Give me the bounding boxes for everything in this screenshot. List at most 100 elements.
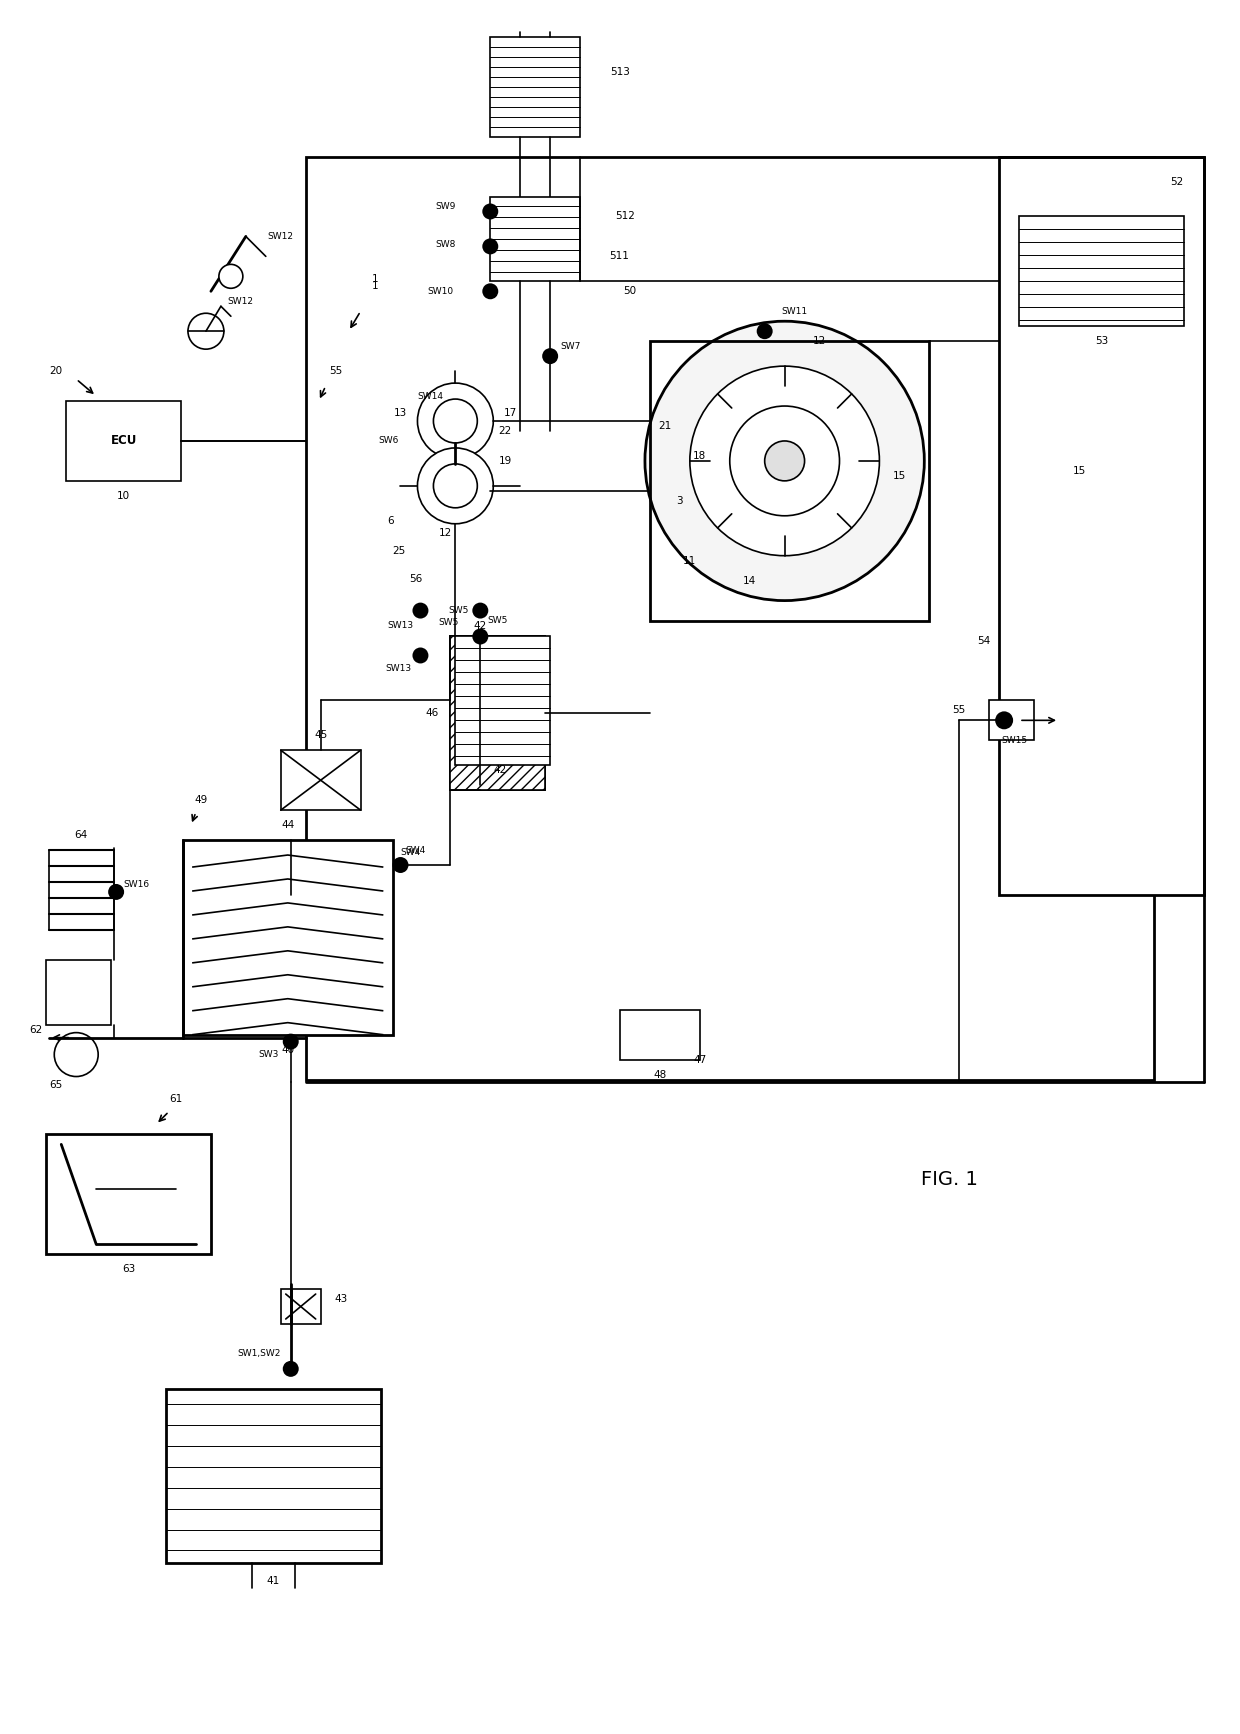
Text: 25: 25 xyxy=(392,546,405,555)
Text: 53: 53 xyxy=(1095,336,1109,347)
Text: SW3: SW3 xyxy=(259,1051,279,1059)
Text: 22: 22 xyxy=(498,427,512,435)
Text: 14: 14 xyxy=(743,576,756,586)
Text: 55: 55 xyxy=(329,366,342,376)
Circle shape xyxy=(542,349,558,364)
Text: SW11: SW11 xyxy=(781,307,807,316)
Text: SW12: SW12 xyxy=(268,232,294,241)
Text: 56: 56 xyxy=(409,574,422,584)
Text: SW6: SW6 xyxy=(378,437,399,446)
Text: SW12: SW12 xyxy=(228,297,254,305)
Circle shape xyxy=(765,440,805,480)
Text: 11: 11 xyxy=(683,555,697,565)
Text: 46: 46 xyxy=(425,707,439,718)
Text: 64: 64 xyxy=(74,831,88,839)
Bar xyxy=(166,1389,381,1564)
Circle shape xyxy=(434,399,477,442)
Text: 12: 12 xyxy=(439,527,453,538)
Text: SW7: SW7 xyxy=(560,342,580,350)
Text: SW4: SW4 xyxy=(401,848,420,857)
Text: 43: 43 xyxy=(334,1294,347,1304)
Text: 54: 54 xyxy=(977,635,991,645)
Text: 21: 21 xyxy=(658,421,672,432)
Circle shape xyxy=(418,383,494,460)
Circle shape xyxy=(188,314,224,349)
Text: 42: 42 xyxy=(494,765,507,775)
Text: 13: 13 xyxy=(394,407,407,418)
Text: 41: 41 xyxy=(267,1576,280,1587)
Bar xyxy=(990,701,1034,740)
Bar xyxy=(450,636,546,791)
Text: SW14: SW14 xyxy=(418,392,444,401)
Text: 511: 511 xyxy=(609,251,629,262)
Bar xyxy=(650,342,929,621)
Text: SW4: SW4 xyxy=(405,846,425,855)
Circle shape xyxy=(689,366,879,555)
Text: SW10: SW10 xyxy=(428,286,454,297)
Bar xyxy=(999,156,1204,895)
Text: 47: 47 xyxy=(693,1054,707,1065)
Text: 15: 15 xyxy=(1073,466,1085,475)
Text: 513: 513 xyxy=(610,68,630,76)
Text: SW16: SW16 xyxy=(123,881,149,890)
Text: 55: 55 xyxy=(952,706,966,716)
Circle shape xyxy=(283,1361,299,1377)
Bar xyxy=(66,401,181,480)
Circle shape xyxy=(283,1033,299,1049)
Text: SW15: SW15 xyxy=(1001,735,1027,746)
Text: SW5: SW5 xyxy=(487,616,508,624)
Text: 49: 49 xyxy=(195,796,207,805)
Bar xyxy=(490,196,580,281)
Text: 1: 1 xyxy=(372,274,379,284)
Circle shape xyxy=(472,603,489,619)
Text: SW1,SW2: SW1,SW2 xyxy=(237,1349,280,1358)
Text: 44: 44 xyxy=(281,820,294,831)
Text: 50: 50 xyxy=(624,286,636,297)
Circle shape xyxy=(645,321,924,600)
Text: 48: 48 xyxy=(653,1070,667,1080)
Bar xyxy=(450,636,546,791)
Circle shape xyxy=(482,203,498,220)
Text: 1: 1 xyxy=(372,281,379,291)
Text: SW5: SW5 xyxy=(438,617,459,628)
Bar xyxy=(455,636,551,765)
Text: 12: 12 xyxy=(813,336,826,347)
Bar xyxy=(450,636,546,791)
Text: 61: 61 xyxy=(170,1094,182,1105)
Bar xyxy=(46,961,112,1025)
Text: 63: 63 xyxy=(123,1264,135,1274)
Text: 45: 45 xyxy=(314,730,327,740)
Circle shape xyxy=(55,1033,98,1077)
Circle shape xyxy=(418,447,494,524)
Circle shape xyxy=(482,238,498,255)
Text: 40: 40 xyxy=(281,1044,294,1054)
Text: 17: 17 xyxy=(503,407,517,418)
Bar xyxy=(280,751,361,810)
Circle shape xyxy=(413,603,429,619)
Bar xyxy=(306,156,1153,1080)
Circle shape xyxy=(413,647,429,664)
Text: 62: 62 xyxy=(30,1025,43,1035)
Bar xyxy=(1019,217,1184,326)
Text: SW13: SW13 xyxy=(387,621,414,629)
Bar xyxy=(184,839,393,1035)
Bar xyxy=(490,36,580,137)
Text: SW13: SW13 xyxy=(386,664,412,673)
Bar xyxy=(280,1288,321,1325)
Text: SW8: SW8 xyxy=(435,239,455,250)
Text: SW5: SW5 xyxy=(448,607,469,616)
Circle shape xyxy=(219,264,243,288)
Text: 18: 18 xyxy=(693,451,707,461)
Circle shape xyxy=(996,711,1013,730)
Text: 20: 20 xyxy=(50,366,63,376)
Text: ECU: ECU xyxy=(110,435,136,447)
Text: 10: 10 xyxy=(117,491,130,501)
Circle shape xyxy=(108,884,124,900)
Text: 3: 3 xyxy=(677,496,683,506)
Circle shape xyxy=(482,283,498,300)
Circle shape xyxy=(393,857,408,872)
Text: SW9: SW9 xyxy=(435,201,455,212)
Circle shape xyxy=(756,323,773,340)
Circle shape xyxy=(730,406,839,515)
Text: FIG. 1: FIG. 1 xyxy=(921,1170,977,1190)
